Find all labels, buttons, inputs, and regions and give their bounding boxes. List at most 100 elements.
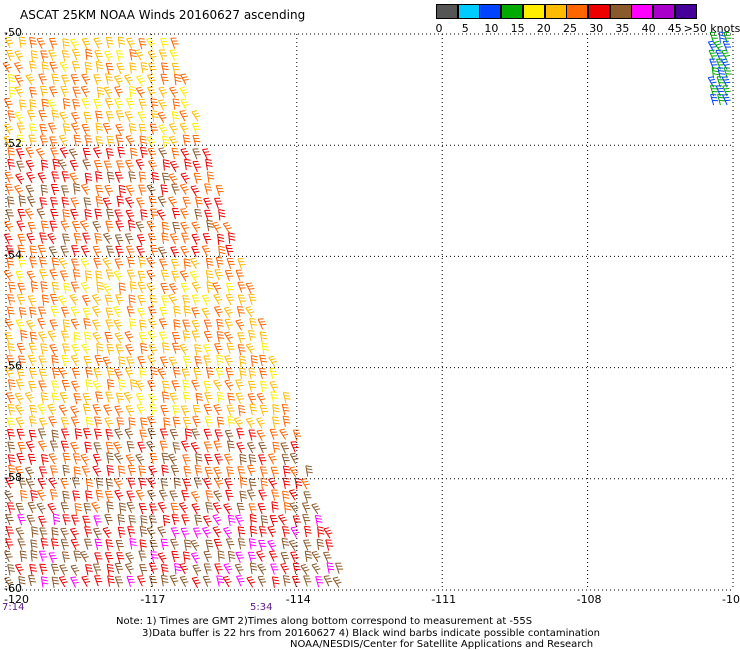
wind-barb xyxy=(223,503,233,515)
wind-barb xyxy=(70,441,79,454)
wind-barb xyxy=(37,428,47,440)
wind-barb xyxy=(117,146,126,159)
wind-barb xyxy=(18,477,27,489)
wind-barb xyxy=(223,527,232,539)
wind-barb xyxy=(294,477,303,490)
wind-barb xyxy=(239,453,247,466)
wind-barb xyxy=(106,343,115,356)
wind-barb xyxy=(85,490,93,502)
wind-barb xyxy=(168,173,178,185)
wind-barb xyxy=(58,134,68,146)
wind-barb xyxy=(6,257,15,269)
wind-barb xyxy=(4,576,14,588)
wind-barb xyxy=(15,173,25,185)
wind-barb xyxy=(25,319,35,331)
wind-barb xyxy=(157,501,167,514)
wind-barb xyxy=(15,404,24,416)
wind-barb xyxy=(248,503,257,515)
wind-barb xyxy=(29,245,38,257)
wind-barb xyxy=(147,50,157,62)
wind-barb xyxy=(6,49,15,61)
lon-tick-label: -120 xyxy=(4,593,29,606)
wind-barb xyxy=(14,184,24,197)
wind-barb xyxy=(51,527,59,539)
wind-barb xyxy=(27,453,36,465)
wind-barb xyxy=(268,355,278,367)
wind-barb xyxy=(81,37,91,50)
wind-barb xyxy=(84,208,92,221)
wind-barb xyxy=(73,183,81,195)
wind-barb xyxy=(126,269,136,281)
wind-barb xyxy=(171,270,180,282)
legend-swatch xyxy=(566,4,589,19)
wind-barb xyxy=(62,319,71,331)
wind-barb xyxy=(248,454,257,466)
note-line-2: 3)Data buffer is 22 hrs from 20160627 4)… xyxy=(142,628,600,639)
wind-barb xyxy=(174,562,182,575)
wind-barb xyxy=(317,526,325,538)
wind-barb xyxy=(114,452,124,464)
wind-barb xyxy=(227,514,236,527)
wind-barb xyxy=(59,564,68,576)
wind-barb xyxy=(173,477,181,489)
wind-barb xyxy=(70,564,80,576)
wind-barb xyxy=(38,256,47,269)
wind-barb xyxy=(137,441,146,453)
wind-barb xyxy=(147,428,156,440)
wind-barb xyxy=(106,501,114,513)
wind-barb xyxy=(248,330,256,342)
wind-barb xyxy=(6,245,15,257)
wind-barb xyxy=(130,379,138,391)
wind-barb xyxy=(172,442,181,454)
wind-barb xyxy=(248,538,257,550)
wind-barb xyxy=(256,392,266,405)
wind-barb xyxy=(158,318,168,330)
wind-barb xyxy=(282,575,291,587)
wind-barb xyxy=(117,465,126,477)
wind-barb xyxy=(203,404,213,416)
wind-barb xyxy=(708,49,718,61)
wind-barb xyxy=(124,233,134,245)
wind-barb xyxy=(102,356,112,368)
wind-barb xyxy=(60,527,69,539)
wind-barb xyxy=(72,86,81,98)
wind-barb xyxy=(70,354,80,367)
wind-barb xyxy=(61,379,70,392)
wind-barb xyxy=(102,122,112,135)
wind-barb xyxy=(191,576,201,589)
wind-barb xyxy=(106,452,114,464)
wind-barb xyxy=(212,282,222,294)
wind-barb xyxy=(157,552,167,564)
wind-barb xyxy=(224,269,234,282)
wind-barb xyxy=(60,417,70,429)
wind-barb xyxy=(205,539,214,551)
wind-barb xyxy=(180,527,190,539)
wind-barb xyxy=(203,380,212,392)
wind-barb xyxy=(95,489,104,502)
wind-barb xyxy=(213,404,223,416)
wind-barb xyxy=(159,440,168,452)
wind-barb xyxy=(181,232,190,244)
wind-barb xyxy=(3,233,13,245)
wind-barb xyxy=(225,368,234,380)
wind-barb xyxy=(722,94,731,106)
wind-barb xyxy=(172,342,181,354)
wind-barb xyxy=(140,515,148,527)
wind-barb xyxy=(138,98,147,110)
wind-barb xyxy=(202,515,212,527)
wind-barb xyxy=(216,318,224,331)
wind-barb xyxy=(149,244,159,257)
wind-barb xyxy=(26,270,36,282)
wind-barb xyxy=(6,355,15,367)
wind-barb xyxy=(114,98,123,110)
wind-barb xyxy=(215,185,224,197)
wind-barb xyxy=(267,525,277,538)
wind-barb xyxy=(59,270,69,282)
wind-barb xyxy=(102,283,112,295)
wind-barb xyxy=(323,527,333,539)
wind-barb xyxy=(79,220,89,232)
wind-barb xyxy=(139,526,148,538)
wind-barb xyxy=(30,50,39,62)
wind-barb xyxy=(125,552,135,564)
wind-barb xyxy=(124,111,134,123)
